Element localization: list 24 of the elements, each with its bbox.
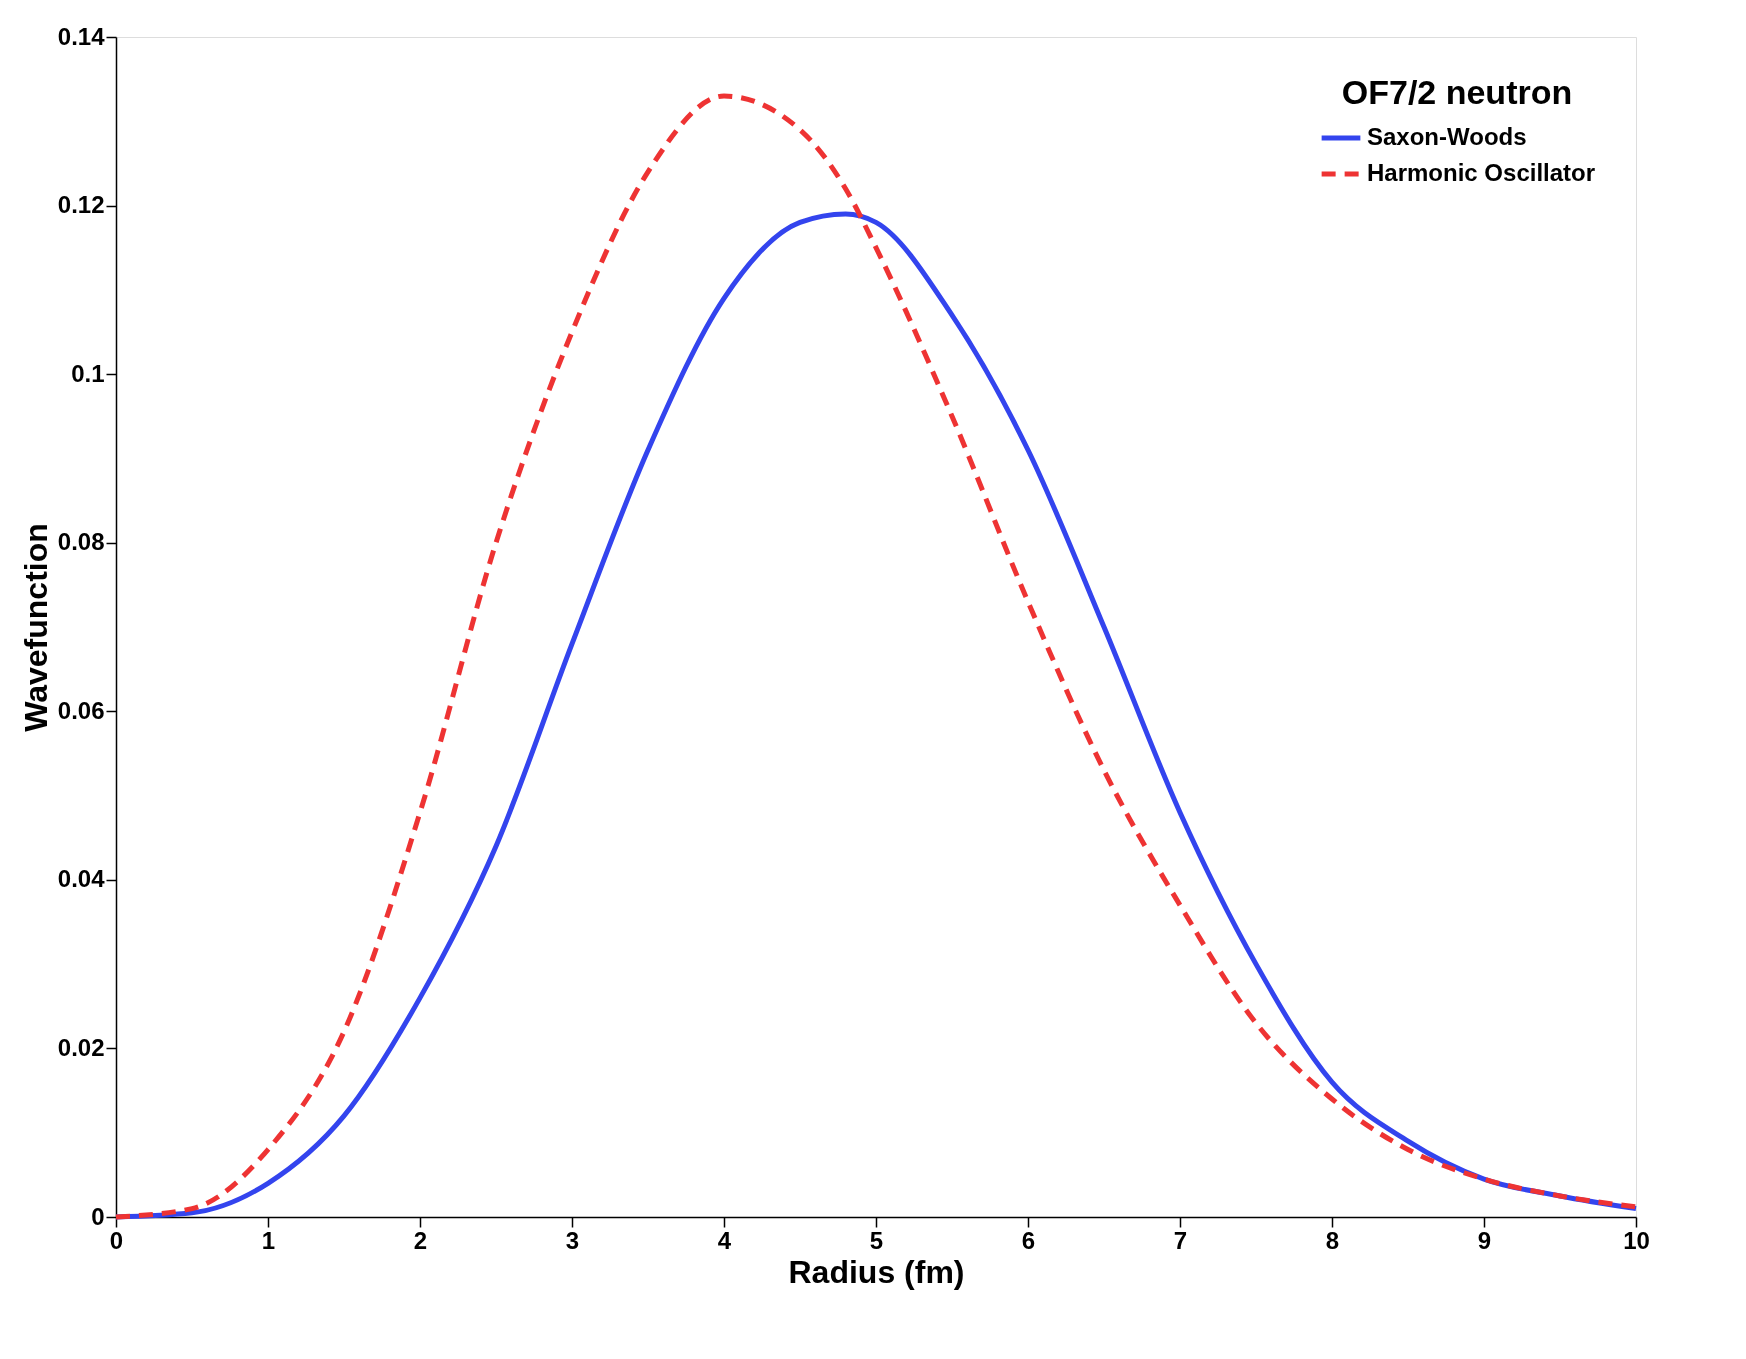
y-tick-label: 0.1	[71, 359, 105, 387]
legend-label: Harmonic Oscillator	[1367, 159, 1596, 186]
x-tick-label: 9	[1477, 1226, 1492, 1254]
x-tick-label: 0	[109, 1226, 124, 1254]
x-tick-label: 4	[717, 1226, 732, 1254]
y-tick-label: 0.04	[57, 865, 106, 893]
x-axis-title: Radius (fm)	[788, 1253, 965, 1290]
y-axis-title: Wavefunction	[17, 523, 54, 732]
x-tick-label: 10	[1623, 1226, 1650, 1254]
x-tick-label: 3	[565, 1226, 580, 1254]
x-tick-label: 8	[1325, 1226, 1340, 1254]
x-tick-label: 5	[869, 1226, 884, 1254]
x-tick-label: 7	[1173, 1226, 1188, 1254]
legend-title: OF7/2 neutron	[1341, 73, 1573, 111]
legend-label: Saxon-Woods	[1367, 123, 1527, 150]
y-tick-label: 0.06	[57, 696, 105, 724]
y-tick-label: 0.14	[57, 22, 106, 50]
y-tick-label: 0.02	[57, 1033, 105, 1061]
y-tick-label: 0.08	[57, 528, 105, 556]
y-tick-label: 0.12	[57, 191, 105, 219]
x-tick-label: 6	[1021, 1226, 1036, 1254]
y-tick-label: 0	[91, 1202, 105, 1230]
x-tick-label: 1	[261, 1226, 276, 1254]
x-tick-label: 2	[413, 1226, 428, 1254]
